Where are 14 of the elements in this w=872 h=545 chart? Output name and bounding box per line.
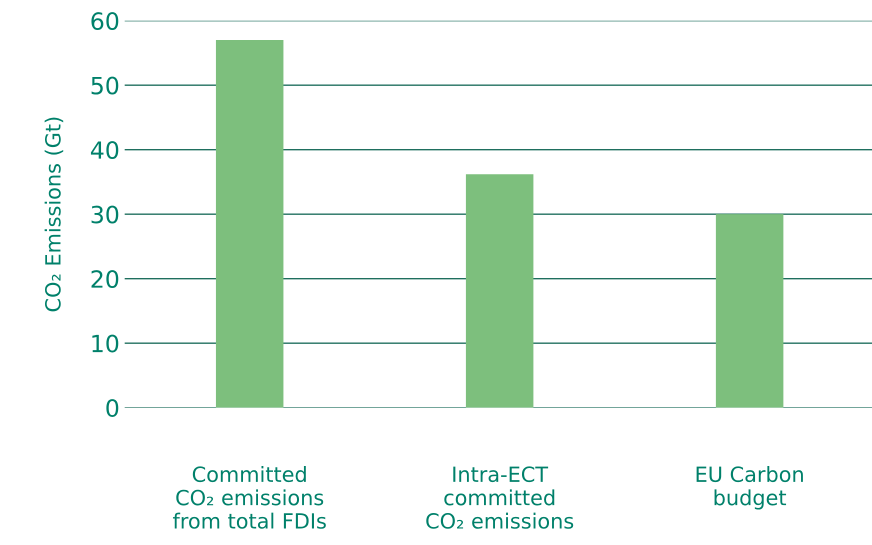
- y-tick-label: 10: [92, 334, 118, 352]
- y-tick-label: 20: [92, 270, 118, 288]
- y-axis-title: CO₂ Emissions (Gt): [44, 118, 64, 312]
- bar: [716, 214, 784, 408]
- y-tick-label: 0: [106, 399, 118, 417]
- y-tick-label: 60: [91, 12, 118, 30]
- y-tick-label: 50: [92, 76, 118, 95]
- bar: [466, 174, 534, 408]
- y-tick-label: 30: [92, 206, 118, 224]
- x-tick-label: Intra-ECT committed CO₂ emissions: [426, 466, 574, 529]
- x-tick-label: EU Carbon budget: [696, 466, 803, 510]
- bar: [216, 40, 284, 408]
- y-tick-label: 40: [90, 141, 118, 159]
- x-tick-label: Committed CO₂ emissions from total FDIs: [172, 466, 326, 529]
